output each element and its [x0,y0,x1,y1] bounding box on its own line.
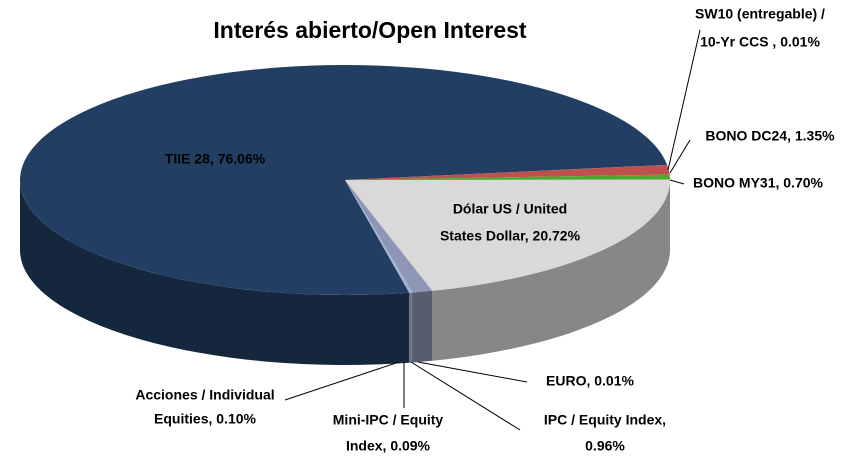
slice [345,164,670,180]
data-label: TIIE 28, 76.06% [165,151,266,167]
data-label: EURO, 0.01% [546,373,634,389]
slice [345,180,433,293]
data-label: States Dollar, 20.72% [440,228,581,244]
leader-line [669,179,685,185]
leader-line [417,361,528,383]
data-label: Acciones / Individual [135,387,274,403]
leader-line [669,139,691,174]
leader-line [410,361,521,431]
data-label: 10-Yr CCS , 0.01% [700,34,820,50]
leader-line [284,361,400,401]
slice [345,180,412,293]
slice-side [409,292,412,363]
data-label: Mini-IPC / Equity [333,412,444,428]
slice [345,164,668,180]
data-label: Dólar US / United [453,201,567,217]
slice [345,180,414,293]
data-label: Equities, 0.10% [154,411,256,427]
data-label: Index, 0.09% [346,438,431,454]
slice [345,179,671,291]
leader-line [667,29,701,171]
slice [345,180,433,291]
data-label: BONO MY31, 0.70% [693,175,823,191]
data-label: IPC / Equity Index, [544,412,666,428]
slice [20,64,668,295]
data-label: BONO DC24, 1.35% [705,128,835,144]
slice-side [20,180,410,365]
slice-side [432,180,670,361]
chart-title: Interés abierto/Open Interest [213,17,526,43]
data-label: SW10 (entregable) / [695,6,825,22]
slice-side [411,292,414,363]
slice-side [413,290,433,363]
slice [345,174,670,180]
data-label: 0.96% [585,438,625,454]
